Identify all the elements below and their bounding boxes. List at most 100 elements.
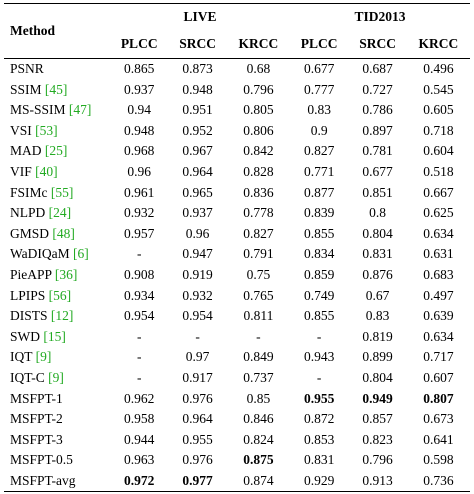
value-cell: 0.717	[423, 349, 454, 365]
value-cell: 0.944	[124, 431, 155, 447]
value-cell: -	[136, 369, 142, 385]
method-name: SWD	[10, 328, 44, 344]
method-name-cell: MSFPT-avg	[4, 470, 110, 493]
citation-link[interactable]: [45]	[44, 81, 68, 97]
value-cell: 0.917	[182, 369, 213, 385]
method-name-cell: MSFPT-1	[4, 389, 110, 410]
value-cell: 0.954	[124, 308, 155, 324]
method-name-cell: MSFPT-2	[4, 409, 110, 430]
value-cell: 0.952	[182, 122, 213, 138]
value-cell: 0.765	[243, 287, 274, 303]
method-name: MSFPT-2	[10, 411, 63, 427]
method-name-cell: GMSD [48]	[4, 224, 110, 245]
method-name: PieAPP	[10, 266, 55, 282]
method-name: NLPD	[10, 205, 49, 221]
col-header-tid-krcc: KRCC	[406, 30, 470, 59]
method-name: MS-SSIM	[10, 102, 69, 118]
citation-link[interactable]: [56]	[48, 287, 72, 303]
value-cell: 0.836	[243, 184, 274, 200]
method-name-cell: MSFPT-3	[4, 430, 110, 451]
value-cell: 0.545	[423, 81, 454, 97]
method-name-cell: FSIMc [55]	[4, 183, 110, 204]
value-cell: 0.855	[303, 225, 335, 241]
table-row: LPIPS [56] 0.934 0.932 0.765 0.749 0.67 0.497	[4, 286, 470, 307]
value-cell: 0.786	[362, 102, 393, 118]
value-cell: 0.876	[362, 266, 393, 282]
value-cell: 0.954	[182, 308, 213, 324]
value-cell: 0.677	[289, 57, 349, 80]
citation-link[interactable]: [6]	[73, 246, 89, 262]
value-cell: 0.831	[362, 246, 393, 262]
value-cell: 0.604	[423, 143, 454, 159]
value-cell: 0.968	[124, 143, 155, 159]
value-cell: 0.718	[423, 122, 454, 138]
value-cell: 0.827	[243, 225, 274, 241]
value-cell: 0.965	[182, 184, 213, 200]
method-name-cell: IQT-C [9]	[4, 368, 110, 389]
method-name-cell: MS-SSIM [47]	[4, 100, 110, 121]
citation-link[interactable]: [12]	[50, 308, 74, 324]
citation-link[interactable]: [48]	[52, 225, 75, 241]
value-cell: 0.634	[423, 328, 454, 344]
table-row: VSI [53] 0.948 0.952 0.806 0.9 0.897 0.718	[4, 121, 470, 142]
value-cell: 0.951	[182, 102, 213, 118]
method-name-cell: PieAPP [36]	[4, 265, 110, 286]
value-cell: 0.961	[124, 184, 155, 200]
group-header-tid2013: TID2013	[289, 3, 470, 30]
value-cell: 0.897	[362, 122, 393, 138]
citation-link[interactable]: [25]	[44, 143, 68, 159]
col-header-live-srcc: SRCC	[168, 30, 227, 59]
citation-link[interactable]: [55]	[50, 184, 74, 200]
value-cell: 0.634	[423, 225, 454, 241]
citation-link[interactable]: [36]	[54, 266, 78, 282]
value-cell: 0.811	[243, 308, 274, 324]
method-name-cell: IQT [9]	[4, 347, 110, 368]
table-row: DISTS [12] 0.954 0.954 0.811 0.855 0.83 0.639	[4, 306, 470, 327]
value-cell: 0.96	[127, 163, 151, 179]
value-cell: 0.873	[168, 57, 227, 80]
value-cell: 0.781	[362, 143, 393, 159]
method-name-cell: DISTS [12]	[4, 306, 110, 327]
method-name-cell: MSFPT-0.5	[4, 450, 110, 471]
value-cell: 0.934	[124, 287, 155, 303]
value-cell: 0.771	[303, 163, 335, 179]
value-cell: 0.948	[182, 81, 213, 97]
value-cell: 0.955	[303, 390, 335, 406]
method-name: MSFPT-avg	[10, 472, 76, 488]
citation-link[interactable]: [40]	[35, 163, 58, 179]
value-cell: 0.8	[369, 205, 386, 221]
method-name: SSIM	[10, 81, 45, 97]
value-cell: 0.849	[243, 349, 274, 365]
citation-link[interactable]: [9]	[35, 349, 52, 365]
method-name-cell: MAD [25]	[4, 141, 110, 162]
value-cell: 0.778	[243, 205, 274, 221]
method-name-cell: VIF [40]	[4, 162, 110, 183]
value-cell: 0.824	[243, 431, 274, 447]
value-cell: 0.67	[365, 287, 390, 303]
citation-link[interactable]: [24]	[48, 205, 72, 221]
table-row: SSIM [45] 0.937 0.948 0.796 0.777 0.727 0.545	[4, 80, 470, 101]
value-cell: 0.75	[246, 266, 271, 282]
value-cell: 0.737	[243, 369, 274, 385]
method-name: MSFPT-3	[10, 431, 63, 447]
value-cell: 0.977	[168, 470, 227, 493]
value-cell: 0.805	[243, 102, 274, 118]
table-row: MSFPT-1 0.962 0.976 0.85 0.955 0.949 0.807	[4, 389, 470, 410]
value-cell: 0.976	[182, 390, 213, 406]
value-cell: 0.932	[182, 287, 213, 303]
citation-link[interactable]: [53]	[35, 122, 58, 138]
citation-link[interactable]: [15]	[43, 328, 66, 344]
method-name-cell: VSI [53]	[4, 121, 110, 142]
value-cell: 0.976	[182, 452, 213, 468]
results-table: Method LIVE TID2013 PLCC SRCC KRCC PLCC …	[4, 3, 470, 493]
citation-link[interactable]: [9]	[48, 369, 64, 385]
value-cell: 0.831	[303, 452, 335, 468]
value-cell: 0.872	[303, 411, 335, 427]
value-cell: 0.807	[423, 390, 454, 406]
value-cell: 0.851	[362, 184, 393, 200]
citation-link[interactable]: [47]	[68, 102, 92, 118]
method-name: FSIMc	[10, 184, 51, 200]
value-cell: 0.667	[423, 184, 454, 200]
value-cell: 0.943	[303, 349, 335, 365]
